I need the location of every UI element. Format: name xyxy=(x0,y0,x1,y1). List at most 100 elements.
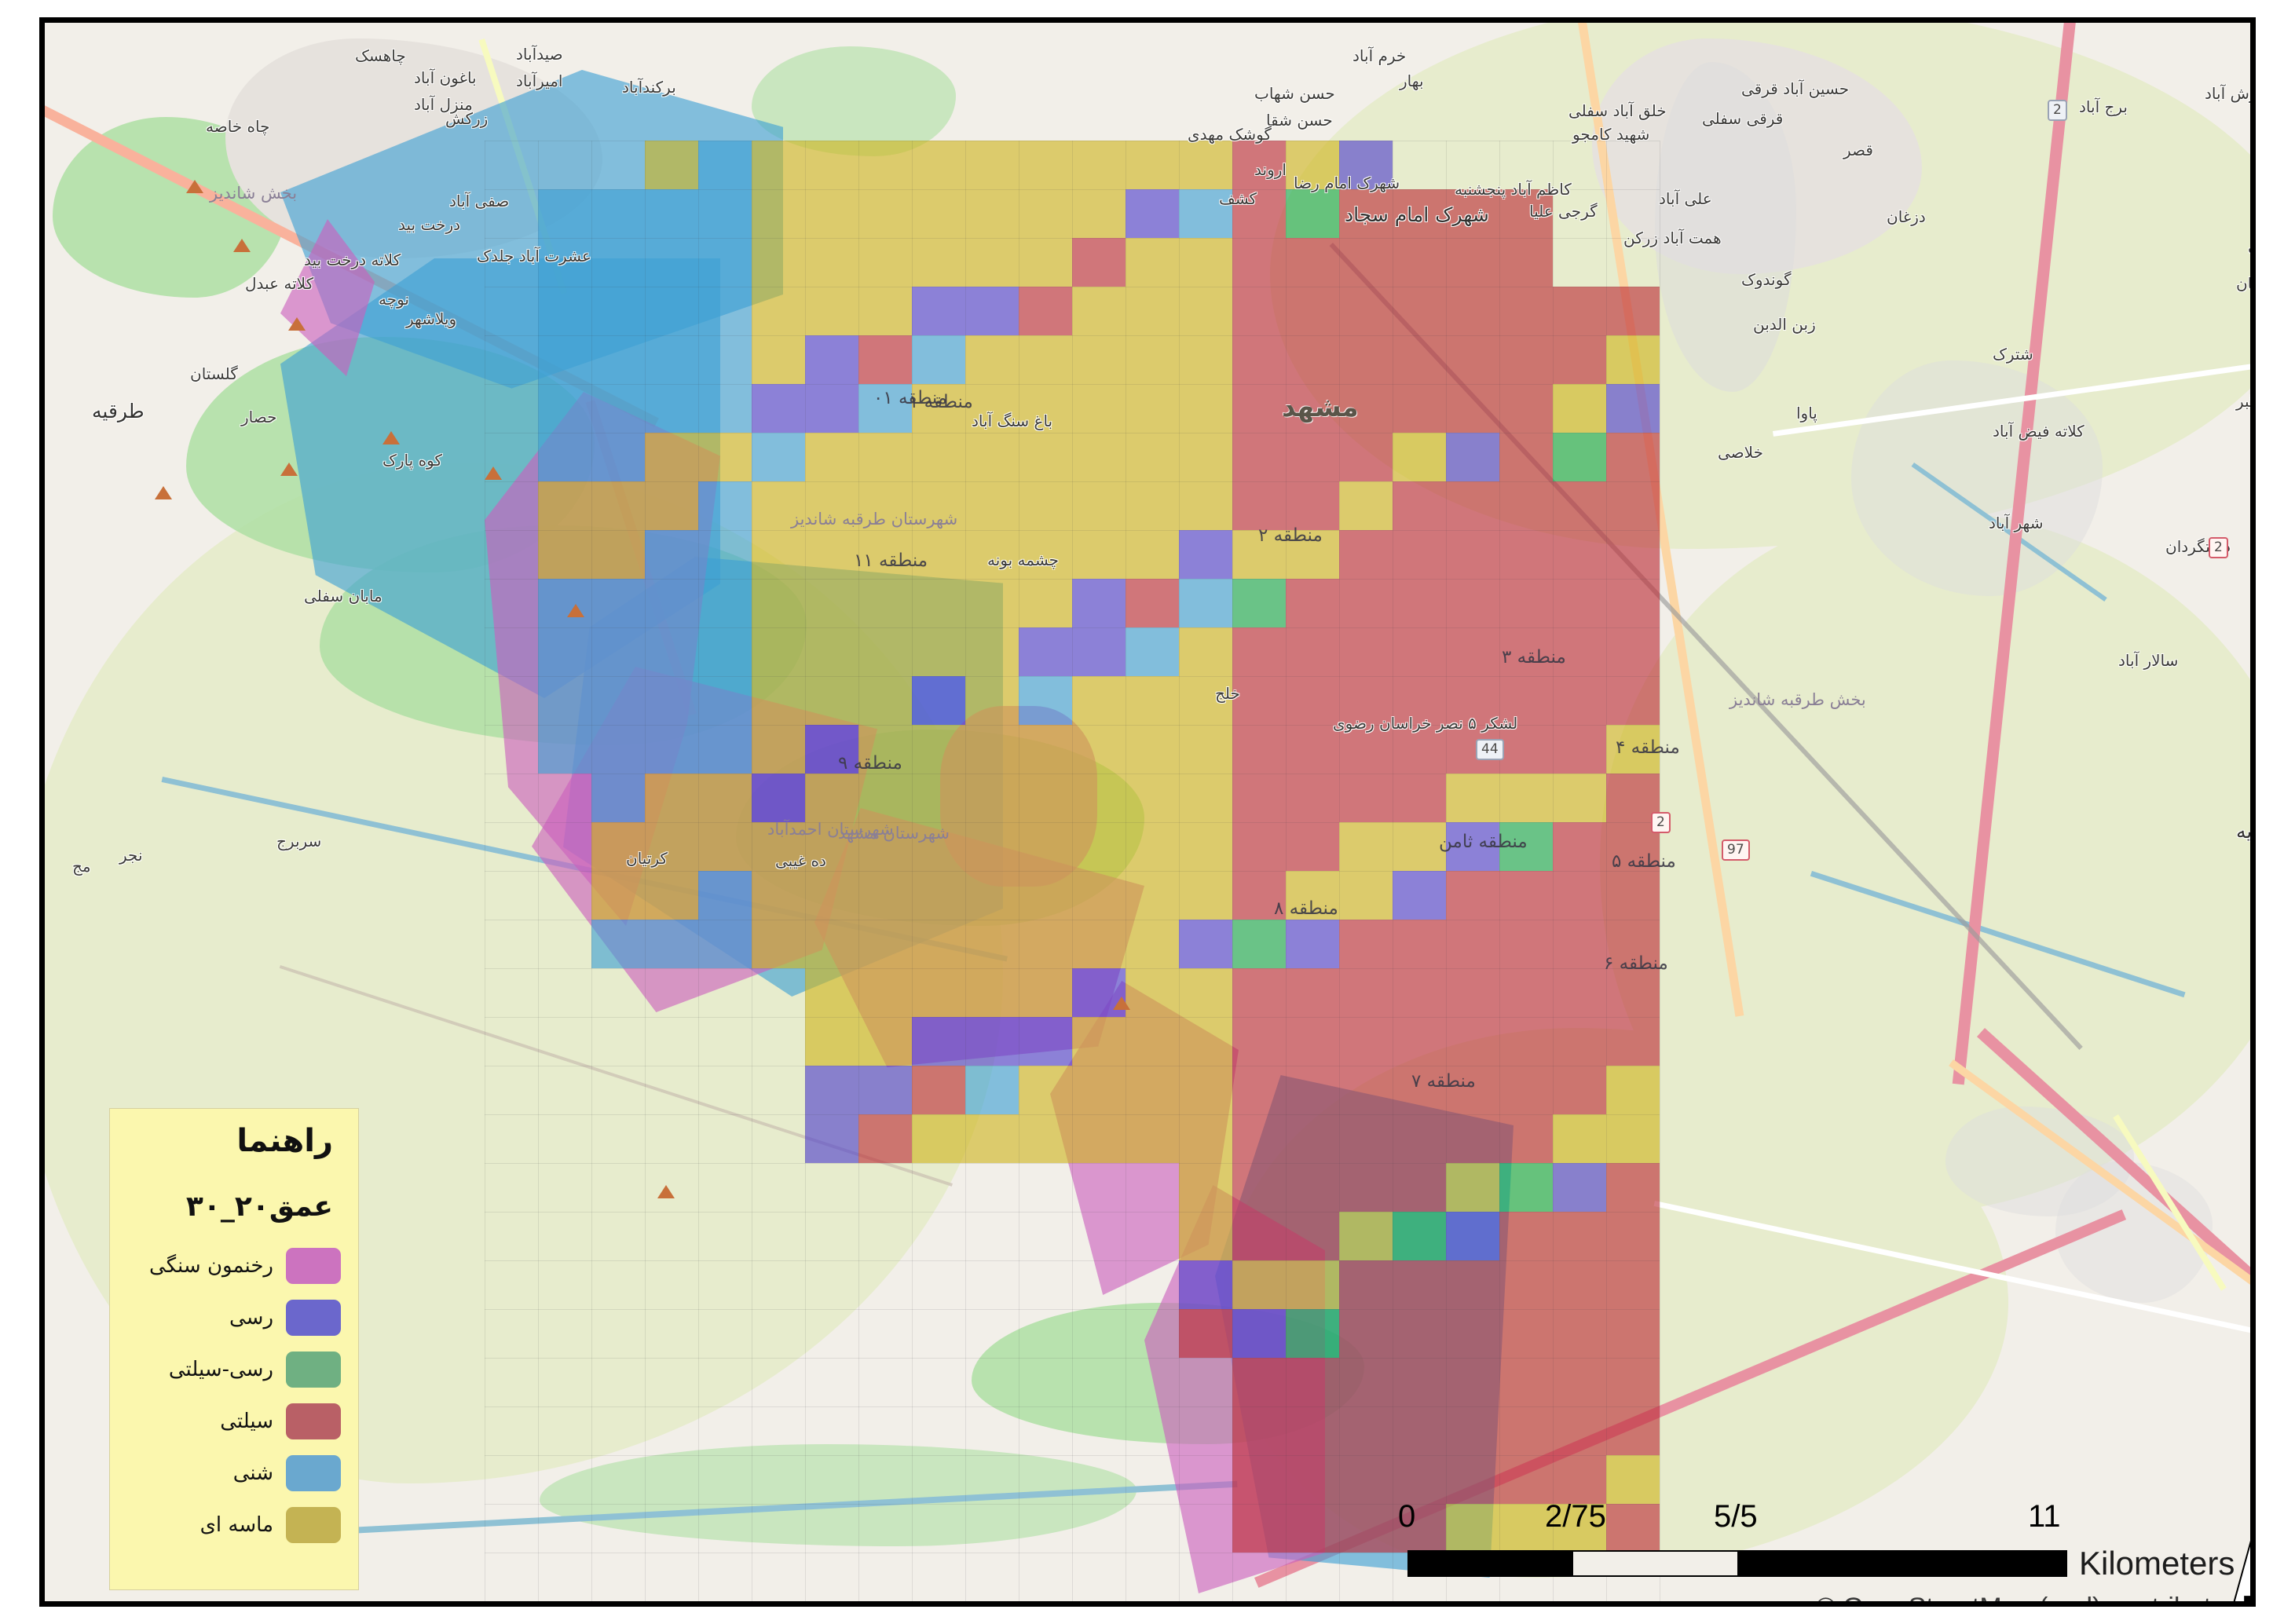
soil-cell xyxy=(1446,676,1499,725)
soil-cell xyxy=(1286,287,1339,335)
soil-cell xyxy=(1606,1309,1660,1358)
soil-cell xyxy=(1019,774,1072,822)
legend-item[interactable]: ماسه ای xyxy=(121,1499,341,1551)
soil-cell xyxy=(698,287,752,335)
soil-cell xyxy=(805,920,858,968)
soil-cell xyxy=(1286,1504,1339,1553)
soil-cell xyxy=(1286,530,1339,579)
soil-cell xyxy=(1072,579,1126,627)
route-shield: 44 xyxy=(1476,739,1504,760)
legend-item[interactable]: رخنمون سنگی xyxy=(121,1240,341,1292)
legend-item[interactable]: شنی xyxy=(121,1447,341,1499)
soil-cell xyxy=(1393,968,1446,1017)
soil-cell xyxy=(1393,1309,1446,1358)
soil-cell xyxy=(752,676,805,725)
soil-cell xyxy=(965,627,1019,676)
soil-cell xyxy=(1019,579,1072,627)
soil-cell xyxy=(1446,920,1499,968)
soil-cell xyxy=(1339,384,1393,433)
soil-cell xyxy=(752,189,805,238)
grid-line xyxy=(912,141,913,1601)
soil-cell xyxy=(1499,1066,1553,1114)
soil-cell xyxy=(1499,335,1553,384)
soil-cell xyxy=(1606,822,1660,871)
soil-cell xyxy=(1286,579,1339,627)
soil-cell xyxy=(591,579,645,627)
soil-cell xyxy=(1232,1358,1286,1406)
soil-cell xyxy=(1553,920,1606,968)
soil-cell xyxy=(1232,287,1286,335)
legend-item[interactable]: سیلتی xyxy=(121,1395,341,1447)
legend-item[interactable]: رسی-سیلتی xyxy=(121,1344,341,1395)
route-shield: 97 xyxy=(1722,839,1750,861)
soil-cell xyxy=(752,627,805,676)
soil-cell xyxy=(591,627,645,676)
soil-cell xyxy=(645,530,698,579)
soil-cell xyxy=(805,968,858,1017)
soil-cell xyxy=(1126,335,1179,384)
soil-cell xyxy=(805,1017,858,1066)
soil-cell xyxy=(1446,287,1499,335)
soil-cell xyxy=(1179,774,1232,822)
soil-cell xyxy=(698,920,752,968)
soil-cell xyxy=(645,871,698,920)
soil-cell xyxy=(1019,1066,1072,1114)
soil-cell xyxy=(1286,968,1339,1017)
soil-cell xyxy=(1553,774,1606,822)
soil-cell xyxy=(1393,920,1446,968)
soil-cell xyxy=(965,579,1019,627)
legend-panel[interactable]: راهنما عمق۲۰_۳۰ رخنمون سنگی رسی رسی-سیلتی س… xyxy=(109,1108,359,1590)
soil-cell xyxy=(1553,1455,1606,1504)
soil-cell xyxy=(1393,1358,1446,1406)
soil-cell xyxy=(1393,1163,1446,1212)
soil-cell xyxy=(1286,335,1339,384)
soil-cell xyxy=(1019,627,1072,676)
map-canvas[interactable]: چاهسک صیدآباد خرم آباد بهار حسین آباد قرقی با… xyxy=(45,23,2250,1601)
soil-cell xyxy=(912,189,965,238)
soil-cell xyxy=(698,384,752,433)
soil-cell xyxy=(1126,530,1179,579)
soil-cell xyxy=(1499,1114,1553,1163)
soil-cell xyxy=(1446,433,1499,481)
soil-cell xyxy=(912,871,965,920)
soil-cell xyxy=(1072,335,1126,384)
soil-cell xyxy=(1339,335,1393,384)
soil-cell xyxy=(1232,384,1286,433)
legend-swatch xyxy=(286,1455,341,1491)
soil-cell xyxy=(1072,384,1126,433)
soil-cell xyxy=(1499,238,1553,287)
soil-cell xyxy=(1072,1017,1126,1066)
soil-cell xyxy=(1446,579,1499,627)
soil-cell xyxy=(1553,1406,1606,1455)
soil-cell xyxy=(1499,189,1553,238)
soil-cell xyxy=(1393,1114,1446,1163)
soil-cell xyxy=(1446,822,1499,871)
soil-cell xyxy=(1286,1066,1339,1114)
soil-cell xyxy=(965,530,1019,579)
soil-cell xyxy=(1232,481,1286,530)
grid-line xyxy=(485,1455,1660,1456)
soil-cell xyxy=(912,335,965,384)
soil-cell xyxy=(1606,335,1660,384)
soil-cell xyxy=(1553,1309,1606,1358)
soil-cell xyxy=(1553,1066,1606,1114)
soil-cell xyxy=(752,287,805,335)
soil-cell xyxy=(858,433,912,481)
legend-subtitle: عمق۲۰_۳۰ xyxy=(185,1191,333,1223)
soil-cell xyxy=(1606,1212,1660,1260)
legend-item[interactable]: رسی xyxy=(121,1292,341,1344)
soil-cell xyxy=(1606,1163,1660,1212)
grid-line xyxy=(485,1504,1660,1505)
soil-cell xyxy=(1446,1066,1499,1114)
soil-cell xyxy=(965,774,1019,822)
soil-cell xyxy=(1446,1114,1499,1163)
soil-cell xyxy=(1339,1309,1393,1358)
soil-cell xyxy=(645,433,698,481)
soil-cell xyxy=(1606,384,1660,433)
peak-icon xyxy=(186,180,203,193)
soil-cell xyxy=(1126,822,1179,871)
soil-cell xyxy=(1019,384,1072,433)
soil-cell xyxy=(1446,189,1499,238)
soil-cell xyxy=(912,530,965,579)
soil-cell xyxy=(1393,1504,1446,1553)
